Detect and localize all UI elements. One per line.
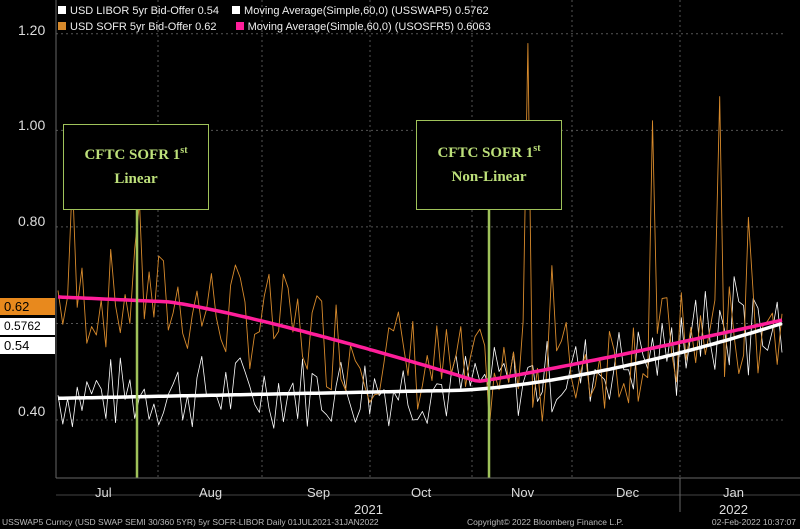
x-tick-label: Sep — [307, 485, 331, 500]
x-year-label: 2021 — [354, 502, 383, 517]
x-tick-label: Nov — [511, 485, 535, 500]
footer-source: USSWAP5 Curncy (USD SWAP SEMI 30/360 5YR… — [2, 517, 379, 527]
y-tick-label: 0.40 — [18, 403, 46, 419]
x-tick-label: Oct — [411, 485, 432, 500]
legend-item-sofr: USD SOFR 5yr Bid-Offer 0.62 — [58, 20, 217, 35]
x-tick-label: Jan — [723, 485, 744, 500]
annotation-linear: CFTC SOFR 1st Linear — [63, 124, 209, 210]
x-tick-label: Dec — [616, 485, 640, 500]
libor-last-value-box: 0.54 — [0, 337, 55, 354]
libor-ma-line — [57, 321, 783, 401]
footer-timestamp: 02-Feb-2022 10:37:07 — [711, 517, 796, 527]
y-tick-label: 0.80 — [18, 213, 46, 229]
x-tick-label: Jul — [95, 485, 112, 500]
footer-copyright: Copyright© 2022 Bloomberg Finance L.P. — [467, 517, 624, 527]
footer: USSWAP5 Curncy (USD SWAP SEMI 30/360 5YR… — [2, 517, 796, 527]
libor-ma-last-value-box: 0.5762 — [0, 318, 55, 335]
sofr-series-line — [57, 43, 783, 426]
y-tick-label: 1.00 — [18, 117, 46, 133]
legend-item-libor: USD LIBOR 5yr Bid-Offer 0.54 — [58, 4, 219, 19]
sofr-line-path — [57, 43, 783, 426]
x-year-label: 2022 — [719, 502, 748, 517]
annotation-non-linear: CFTC SOFR 1st Non-Linear — [416, 120, 562, 210]
sofr-ma-path — [57, 295, 783, 383]
libor-line-path — [57, 276, 783, 429]
legend-item-sofr-ma: Moving Average(Simple,60,0) (USOSFR5) 0.… — [235, 20, 491, 35]
annotation-lines — [135, 208, 491, 478]
libor-series-line — [57, 276, 783, 429]
y-tick-label: 1.20 — [18, 22, 46, 38]
sofr-ma-line — [57, 295, 783, 383]
x-tick-label: Aug — [199, 485, 223, 500]
libor-ma-path — [57, 321, 783, 401]
legend: USD LIBOR 5yr Bid-Offer 0.54 Moving Aver… — [58, 4, 491, 36]
sofr-last-value-box: 0.62 — [0, 298, 55, 315]
legend-item-libor-ma: Moving Average(Simple,60,0) (USSWAP5) 0.… — [232, 4, 489, 19]
